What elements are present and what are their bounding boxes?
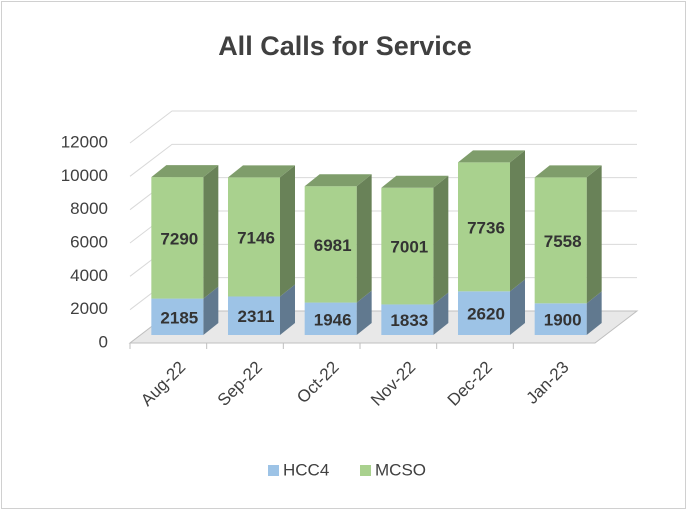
bar-side	[356, 174, 372, 303]
bar	[151, 298, 204, 335]
y-tick-label: 0	[99, 332, 108, 351]
data-label: 1833	[390, 311, 428, 330]
bar-side	[356, 290, 372, 335]
data-label: 2311	[238, 307, 275, 326]
bar	[458, 291, 510, 335]
bar-side	[586, 291, 602, 335]
y-tick-label: 10000	[61, 166, 108, 185]
bar-top	[228, 165, 295, 178]
bar	[534, 303, 587, 335]
bar-side	[280, 284, 295, 335]
bar-top	[304, 174, 372, 187]
data-label: 2620	[467, 305, 505, 324]
bar	[304, 302, 357, 335]
bar	[228, 177, 280, 297]
bar-side	[203, 286, 219, 335]
data-label: 2185	[160, 308, 198, 327]
chart-title: All Calls for Service	[218, 31, 472, 61]
bar-side	[586, 165, 602, 304]
y-tick-label: 6000	[70, 232, 108, 251]
bar	[381, 304, 434, 335]
bar	[534, 177, 587, 304]
bar-top	[381, 175, 449, 188]
bar-top	[534, 165, 602, 178]
bar-side	[510, 150, 525, 292]
data-label: 7146	[237, 228, 275, 247]
legend-label: HCC4	[283, 460, 329, 479]
bar	[228, 296, 280, 335]
bar	[304, 186, 357, 303]
data-label: 6981	[314, 236, 352, 255]
y-tick-label: 8000	[70, 199, 108, 218]
bar-top	[458, 150, 525, 163]
bar	[151, 177, 204, 299]
data-label: 1900	[544, 311, 582, 330]
legend-swatch	[360, 465, 371, 476]
bar-side	[203, 165, 219, 299]
bar-side	[433, 175, 449, 305]
bar	[458, 162, 510, 292]
grid-line	[129, 143, 637, 177]
y-tick-label: 12000	[61, 132, 108, 151]
legend-swatch	[268, 465, 279, 476]
y-tick-label: 2000	[70, 299, 108, 318]
data-label: 7736	[467, 218, 505, 237]
bar-side	[433, 292, 449, 335]
y-tick-label: 4000	[70, 266, 108, 285]
legend-label: MCSO	[375, 460, 426, 479]
bar-side	[510, 279, 525, 335]
grid-line	[129, 110, 637, 144]
data-label: 7558	[544, 232, 582, 251]
data-label: 7290	[160, 229, 198, 248]
bar-top	[151, 165, 219, 178]
bar-side	[280, 165, 295, 297]
data-label: 7001	[390, 238, 428, 257]
bar	[381, 187, 434, 305]
data-label: 1946	[314, 310, 352, 329]
